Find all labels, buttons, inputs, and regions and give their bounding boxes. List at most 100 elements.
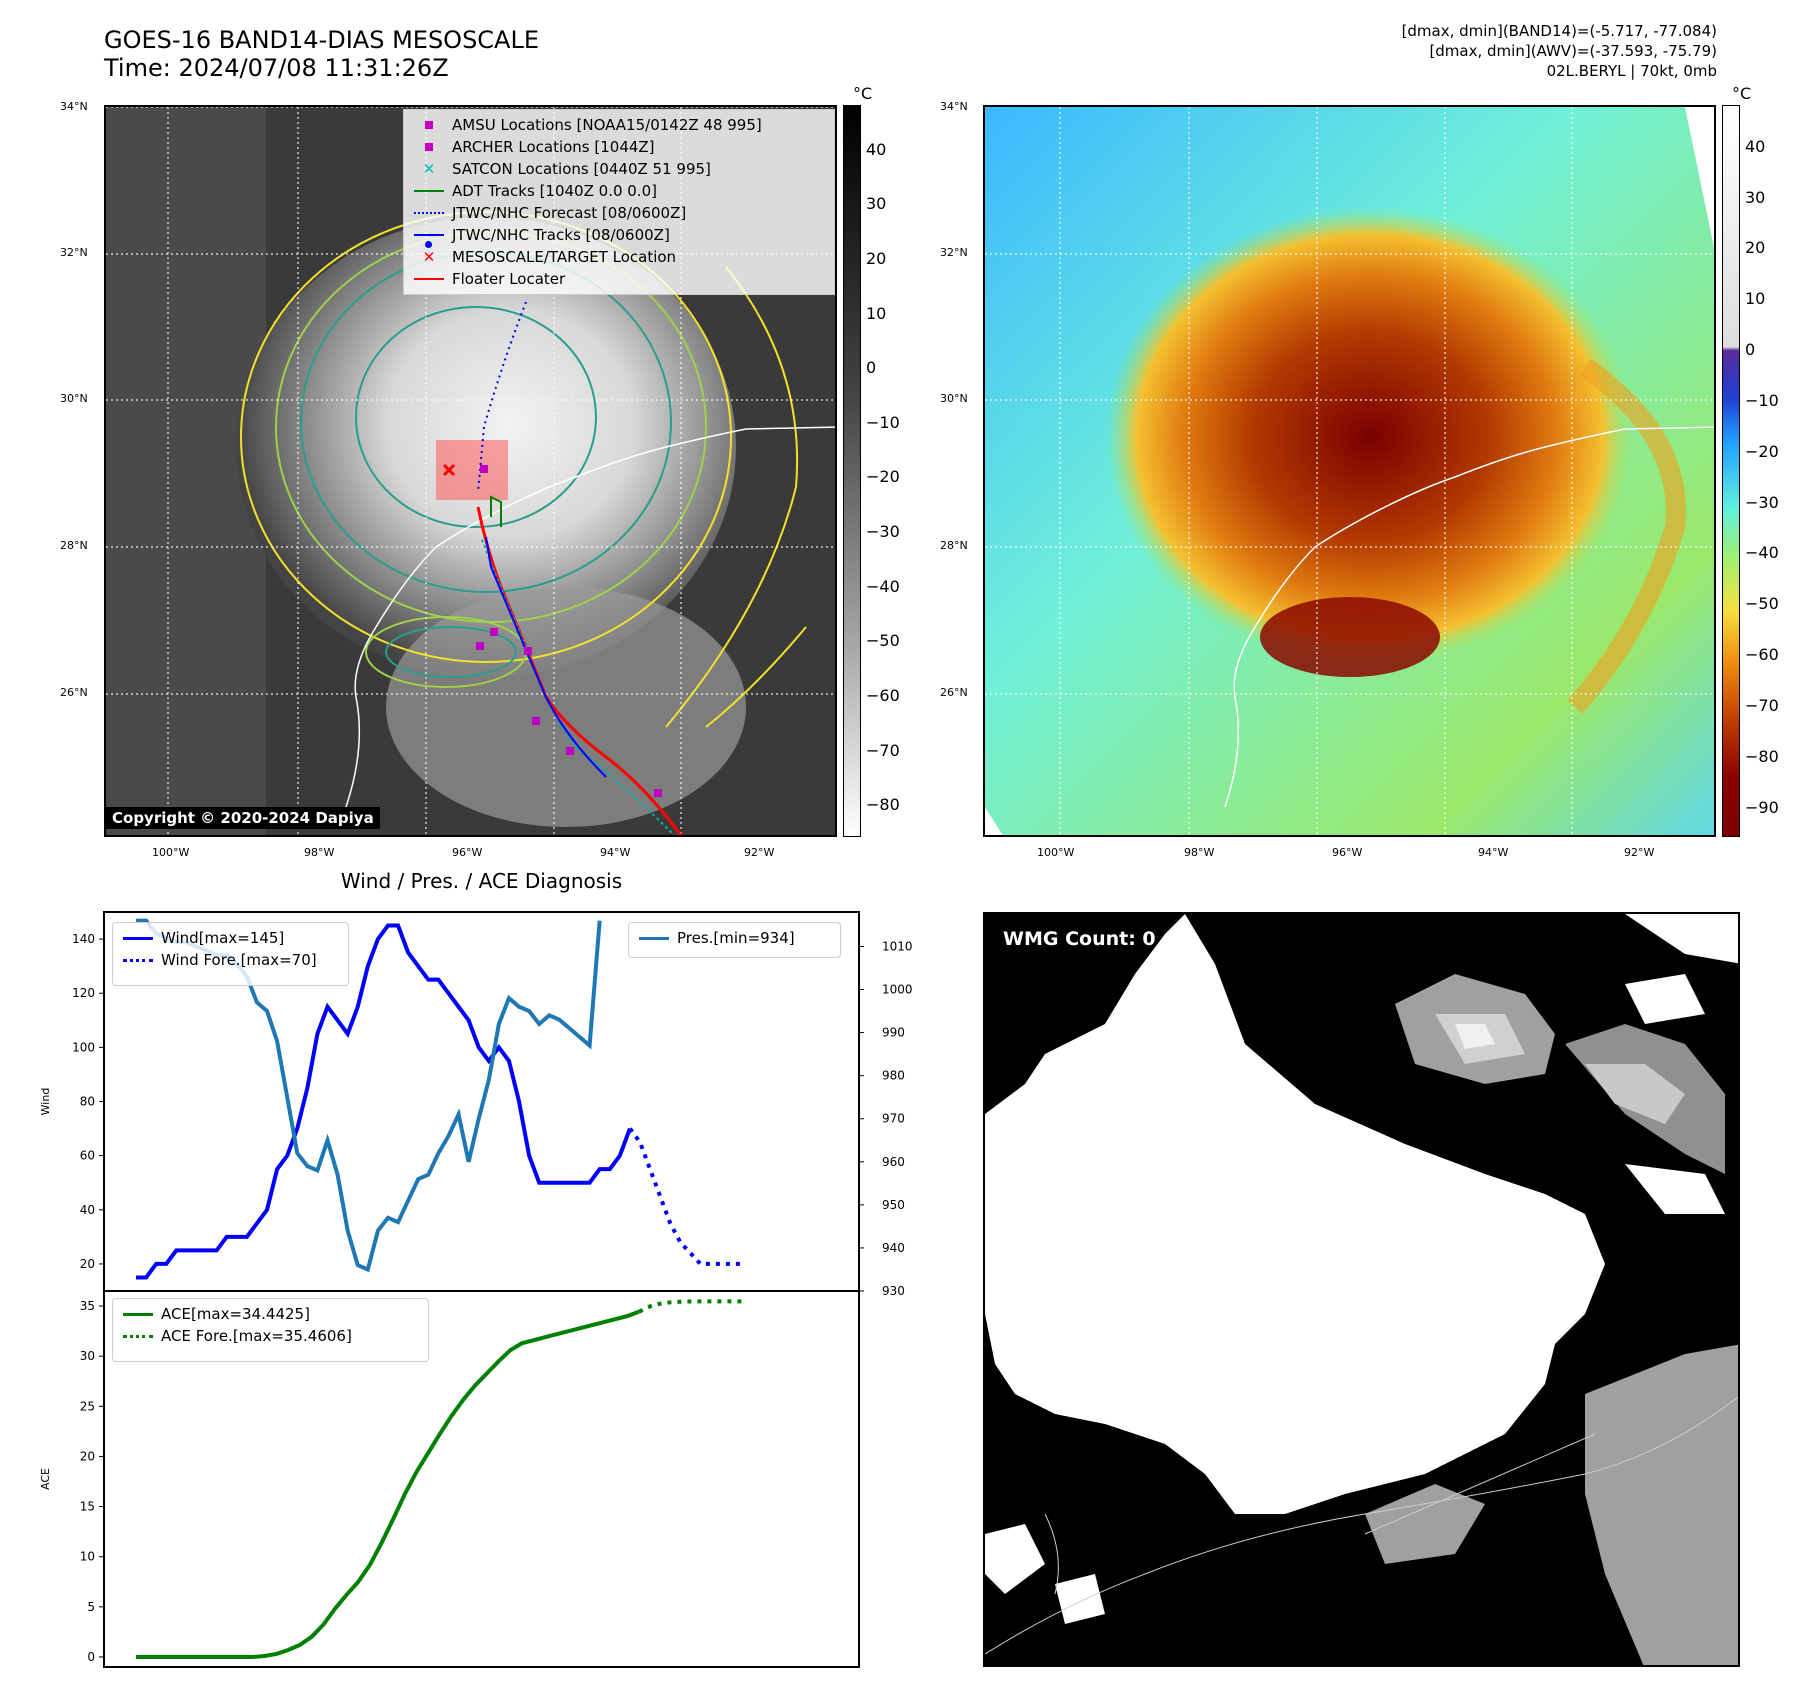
ir-lon-label: 94°W bbox=[600, 846, 631, 859]
x-marker-icon: ✕ bbox=[422, 248, 436, 266]
wv-colorbar-tick: −70 bbox=[1745, 695, 1779, 715]
ir-lon-label: 100°W bbox=[152, 846, 190, 859]
legend-label: MESOSCALE/TARGET Location bbox=[452, 248, 677, 266]
wv-colorbar-tick: −90 bbox=[1745, 797, 1779, 817]
ir-colorbar-tick: 30 bbox=[866, 194, 887, 214]
x-marker-icon: ✕ bbox=[422, 160, 436, 178]
legend-item-forecast: JTWC/NHC Forecast [08/0600Z] bbox=[412, 202, 826, 224]
wv-map-image bbox=[985, 107, 1714, 835]
ir-lat-label: 28°N bbox=[60, 539, 88, 552]
copyright-label: Copyright © 2020-2024 Dapiya bbox=[106, 807, 380, 829]
line-marker-icon bbox=[414, 190, 444, 192]
figure-title: GOES-16 BAND14-DIAS MESOSCALE bbox=[104, 26, 540, 54]
y-right-tick-label: 1010 bbox=[882, 939, 913, 953]
wv-colorbar-tick: −40 bbox=[1745, 543, 1779, 563]
series-line-1 bbox=[638, 1299, 745, 1314]
line-marker-icon bbox=[123, 1312, 153, 1316]
wv-colorbar-tick: 30 bbox=[1745, 187, 1766, 207]
legend-label: Pres.[min=934] bbox=[677, 929, 795, 947]
figure-time: Time: 2024/07/08 11:31:26Z bbox=[104, 54, 449, 82]
y-tick-label: 60 bbox=[80, 1149, 95, 1163]
wv-lat-label: 30°N bbox=[940, 392, 968, 405]
wv-lat-label: 26°N bbox=[940, 686, 968, 699]
y-tick-label: 25 bbox=[80, 1399, 95, 1413]
wv-colorbar-tick: −30 bbox=[1745, 492, 1779, 512]
ir-colorbar-tick: −30 bbox=[866, 522, 900, 542]
info-band14-range: [dmax, dmin](BAND14)=(-5.717, -77.084) bbox=[1401, 22, 1717, 40]
legend-item-amsu: AMSU Locations [NOAA15/0142Z 48 995] bbox=[412, 114, 826, 136]
legend-item-wind: Wind[max=145] bbox=[121, 927, 340, 949]
wv-colorbar-tick: −20 bbox=[1745, 441, 1779, 461]
line-marker-icon bbox=[414, 278, 444, 280]
y-tick-label: 30 bbox=[80, 1349, 95, 1363]
y-right-tick-label: 930 bbox=[882, 1284, 905, 1298]
wv-colorbar-tick: 40 bbox=[1745, 136, 1766, 156]
wv-lon-label: 94°W bbox=[1478, 846, 1509, 859]
wv-colorbar-tick: 0 bbox=[1745, 340, 1756, 359]
legend-label: ADT Tracks [1040Z 0.0 0.0] bbox=[452, 182, 657, 200]
wv-colorbar-tick: −60 bbox=[1745, 645, 1779, 664]
ir-colorbar-tick: 10 bbox=[866, 303, 887, 323]
info-storm: 02L.BERYL | 70kt, 0mb bbox=[1546, 62, 1717, 80]
diagnosis-title: Wind / Pres. / ACE Diagnosis bbox=[340, 869, 623, 893]
wv-colorbar-tick: 10 bbox=[1745, 289, 1766, 309]
legend-item-wind-forecast: Wind Fore.[max=70] bbox=[121, 949, 340, 971]
legend-item-pressure: Pres.[min=934] bbox=[637, 927, 832, 949]
legend-label: AMSU Locations [NOAA15/0142Z 48 995] bbox=[452, 116, 762, 134]
wmg-image bbox=[985, 914, 1738, 1665]
ir-colorbar-tick: 40 bbox=[866, 139, 887, 159]
y-tick-label: 100 bbox=[72, 1040, 95, 1054]
legend-label: Wind[max=145] bbox=[161, 929, 285, 947]
plot-frame bbox=[103, 1290, 860, 1668]
ir-lon-label: 92°W bbox=[744, 846, 775, 859]
ir-colorbar-tick: −10 bbox=[866, 412, 900, 432]
wmg-panel: WMG Count: 0 bbox=[983, 912, 1740, 1667]
ir-colorbar-unit: °C bbox=[853, 84, 873, 103]
wv-lat-label: 32°N bbox=[940, 246, 968, 259]
ir-lon-label: 98°W bbox=[304, 846, 335, 859]
wmg-count-label: WMG Count: 0 bbox=[1003, 928, 1156, 950]
dotted-line-icon bbox=[123, 1334, 153, 1338]
legend-label: JTWC/NHC Forecast [08/0600Z] bbox=[452, 204, 687, 222]
legend-label: JTWC/NHC Tracks [08/0600Z] bbox=[452, 226, 670, 244]
series-line-1 bbox=[628, 1127, 741, 1266]
ir-lat-label: 34°N bbox=[60, 100, 88, 113]
wv-colorbar-unit: °C bbox=[1732, 84, 1752, 103]
line-dot-marker-icon bbox=[414, 234, 444, 236]
ir-colorbar-tick: −70 bbox=[866, 740, 900, 760]
ir-colorbar-tick: 0 bbox=[866, 358, 877, 378]
y-tick-label: 0 bbox=[87, 1650, 95, 1664]
wv-lon-label: 92°W bbox=[1624, 846, 1655, 859]
ir-colorbar bbox=[843, 105, 861, 837]
y-tick-label: 20 bbox=[80, 1257, 95, 1271]
series-line-0 bbox=[136, 1309, 640, 1659]
legend-item-ace-forecast: ACE Fore.[max=35.4606] bbox=[121, 1325, 420, 1347]
wv-lon-label: 100°W bbox=[1037, 846, 1075, 859]
wv-colorbar bbox=[1722, 105, 1740, 837]
ir-colorbar-tick: −60 bbox=[866, 685, 900, 705]
legend-label: ACE[max=34.4425] bbox=[161, 1305, 310, 1323]
wv-colorbar-tick: −80 bbox=[1745, 746, 1779, 766]
wv-colorbar-tick: 20 bbox=[1745, 238, 1766, 258]
y-right-tick-label: 1000 bbox=[882, 983, 913, 997]
wv-lat-label: 28°N bbox=[940, 539, 968, 552]
square-marker-icon bbox=[425, 121, 433, 129]
pressure-legend: Pres.[min=934] bbox=[628, 922, 841, 958]
ir-lat-label: 30°N bbox=[60, 392, 88, 405]
wind-legend: Wind[max=145] Wind Fore.[max=70] bbox=[112, 922, 349, 986]
legend-item-satcon: ✕ SATCON Locations [0440Z 51 995] bbox=[412, 158, 826, 180]
wv-lon-label: 96°W bbox=[1332, 846, 1363, 859]
wv-map-panel bbox=[983, 105, 1716, 837]
y-tick-label: 5 bbox=[87, 1600, 95, 1614]
series-line-0 bbox=[136, 923, 632, 1280]
wv-lon-label: 98°W bbox=[1184, 846, 1215, 859]
ir-colorbar-tick: −50 bbox=[866, 631, 900, 651]
legend-label: Wind Fore.[max=70] bbox=[161, 951, 317, 969]
y-tick-label: 140 bbox=[72, 932, 95, 946]
ir-lon-label: 96°W bbox=[452, 846, 483, 859]
ir-lat-label: 32°N bbox=[60, 246, 88, 259]
line-marker-icon bbox=[639, 936, 669, 940]
ir-colorbar-tick: −20 bbox=[866, 467, 900, 487]
map-legend: AMSU Locations [NOAA15/0142Z 48 995] ARC… bbox=[403, 109, 835, 295]
y-tick-label: 20 bbox=[80, 1449, 95, 1463]
